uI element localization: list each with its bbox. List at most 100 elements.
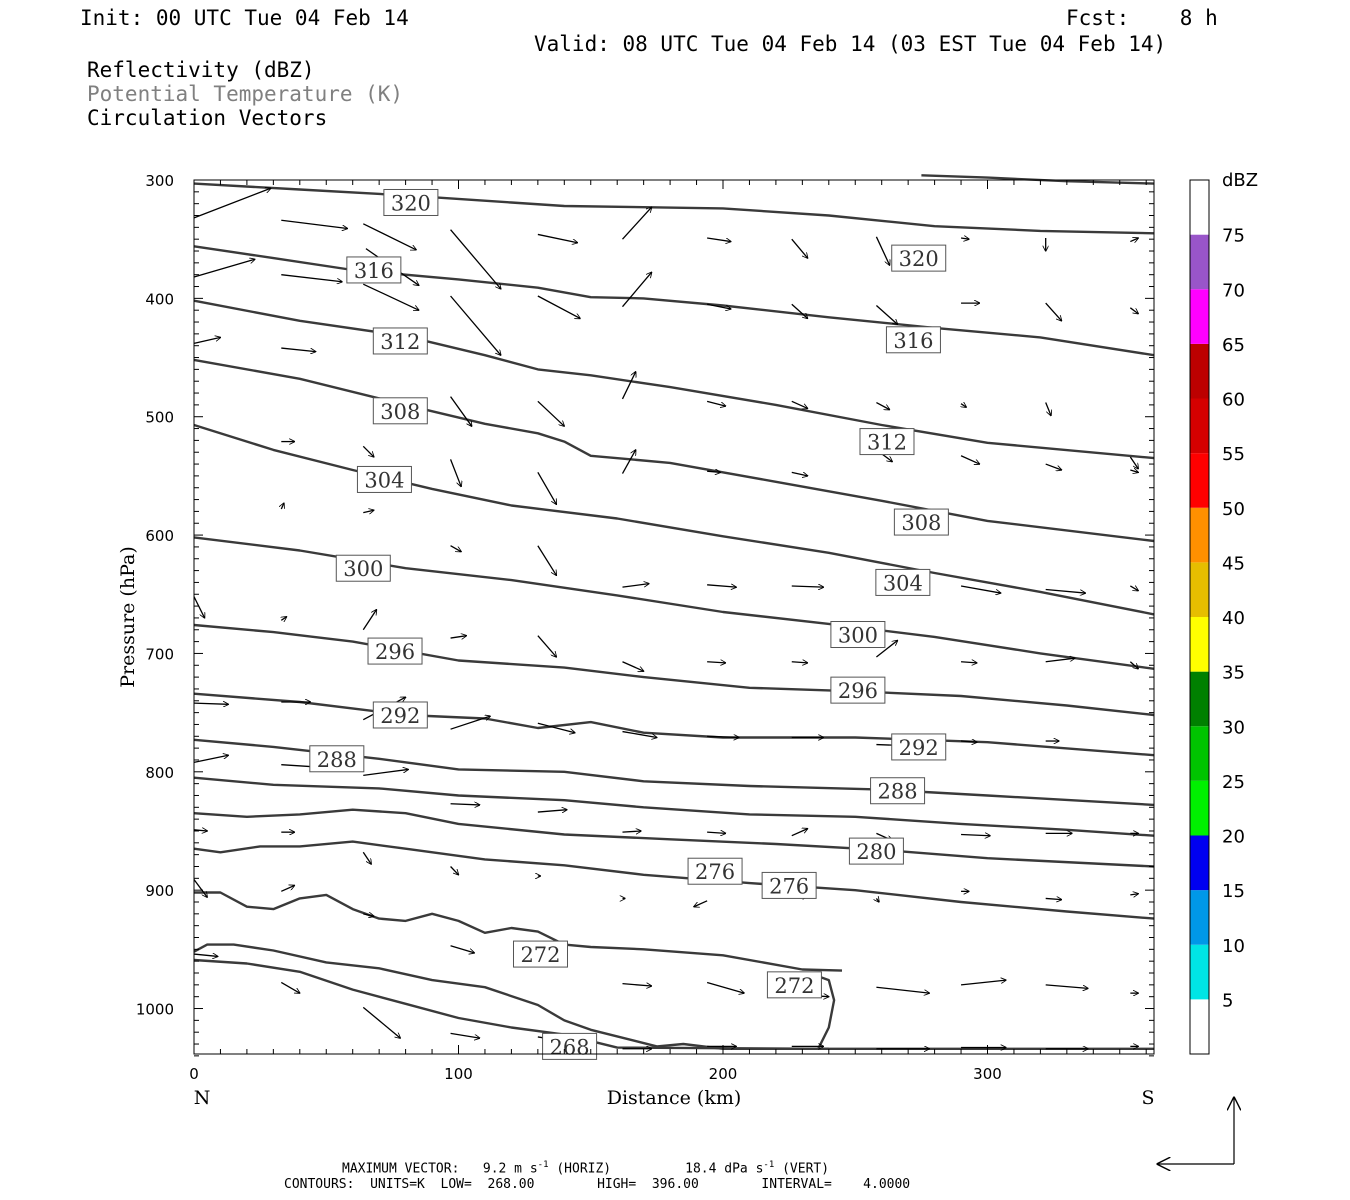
y-tick-label: 500 bbox=[145, 409, 174, 427]
contour-label-box bbox=[893, 508, 949, 536]
colorbar-label: 50 bbox=[1222, 499, 1245, 520]
north-label: N bbox=[194, 1087, 211, 1109]
wind-vector bbox=[1130, 238, 1138, 242]
field-reflectivity: Reflectivity (dBZ) bbox=[87, 58, 315, 82]
y-axis-title: Pressure (hPa) bbox=[117, 546, 139, 688]
wind-vector bbox=[791, 471, 808, 476]
wind-vector bbox=[193, 954, 218, 956]
max-vector-vert: 18.4 dPa s bbox=[685, 1161, 764, 1177]
colorbar-label: 70 bbox=[1222, 280, 1245, 301]
wind-vector bbox=[707, 237, 731, 242]
contour-label: 304 bbox=[356, 465, 412, 493]
contour-label-text: 268 bbox=[550, 1035, 590, 1059]
contour-label-box bbox=[356, 465, 412, 493]
wind-vector bbox=[622, 831, 641, 832]
wind-vector bbox=[1045, 402, 1051, 416]
wind-vector bbox=[791, 303, 808, 318]
contour-label: 312 bbox=[372, 327, 428, 355]
wind-vector bbox=[362, 223, 416, 250]
south-label: S bbox=[1141, 1087, 1154, 1109]
wind-vector bbox=[450, 636, 467, 638]
contour-label: 304 bbox=[875, 568, 931, 596]
wind-vector bbox=[450, 804, 480, 805]
contour-label-box bbox=[830, 676, 886, 704]
wind-vector bbox=[537, 722, 575, 732]
contour-label-box bbox=[309, 745, 365, 773]
contour-316-1 bbox=[193, 245, 1155, 357]
wind-vector bbox=[449, 459, 462, 486]
wind-vector bbox=[537, 545, 557, 576]
colorbar-swatch bbox=[1190, 343, 1209, 399]
wind-vector bbox=[621, 272, 651, 308]
contour-label: 296 bbox=[830, 676, 886, 704]
contour-272-15 bbox=[815, 974, 836, 1050]
contour-268-13 bbox=[193, 943, 1155, 1050]
wind-vector bbox=[450, 716, 491, 730]
wind-vector bbox=[450, 295, 501, 355]
colorbar-label: 45 bbox=[1222, 553, 1245, 574]
wind-vector bbox=[960, 980, 1006, 986]
colorbar-label: 5 bbox=[1222, 990, 1233, 1011]
wind-vector bbox=[1130, 894, 1138, 895]
colorbar-label: 15 bbox=[1222, 881, 1245, 902]
colorbar-swatch bbox=[1190, 562, 1209, 617]
y-tick-label: 900 bbox=[145, 882, 174, 900]
wind-vector bbox=[875, 236, 889, 265]
wind-vector bbox=[281, 219, 347, 228]
wind-vector bbox=[537, 635, 557, 657]
colorbar-label: 35 bbox=[1222, 663, 1245, 684]
wind-vector bbox=[622, 730, 656, 738]
wind-vector bbox=[362, 851, 371, 864]
colorbar-swatch bbox=[1190, 398, 1209, 454]
wind-vector bbox=[450, 545, 462, 552]
contour-label-text: 300 bbox=[343, 557, 383, 581]
colorbar-label: 40 bbox=[1222, 608, 1245, 629]
colorbar-swatch bbox=[1190, 944, 1209, 1000]
contour-label-box bbox=[875, 568, 931, 596]
contour-284-9 bbox=[193, 776, 1155, 837]
wind-vector bbox=[363, 283, 419, 310]
contour-label-box bbox=[885, 326, 941, 354]
contour-label: 300 bbox=[830, 621, 886, 649]
colorbar-swatch bbox=[1190, 234, 1209, 290]
reference-vector bbox=[1158, 1098, 1234, 1164]
wind-vector bbox=[961, 835, 990, 836]
contour-272-12 bbox=[194, 891, 843, 972]
contour-label-box bbox=[830, 621, 886, 649]
contour-label-text: 308 bbox=[380, 400, 420, 424]
colorbar-swatch bbox=[1190, 671, 1209, 727]
colorbar-label: 20 bbox=[1222, 827, 1245, 848]
max-vector-horiz: MAXIMUM VECTOR: 9.2 m s bbox=[342, 1161, 538, 1177]
colorbar-label: 10 bbox=[1222, 936, 1245, 957]
colorbar-label: 30 bbox=[1222, 717, 1245, 738]
wind-vector bbox=[707, 585, 736, 587]
wind-vector bbox=[362, 610, 376, 631]
colorbar-swatch bbox=[1190, 507, 1209, 563]
wind-vector bbox=[450, 229, 501, 289]
contour-label-box bbox=[891, 733, 947, 761]
contour-label-text: 316 bbox=[893, 329, 933, 353]
contour-label: 320 bbox=[383, 188, 439, 216]
contour-label-text: 280 bbox=[856, 840, 896, 864]
wind-vector bbox=[450, 866, 459, 874]
wind-vector bbox=[363, 769, 408, 776]
contour-label: 316 bbox=[346, 256, 402, 284]
wind-vector bbox=[537, 233, 578, 242]
contour-label: 280 bbox=[848, 837, 904, 865]
x-tick-label: 0 bbox=[189, 1065, 199, 1083]
unit-exponent-vert: -1 bbox=[763, 1160, 775, 1170]
max-vector-line: MAXIMUM VECTOR: 9.2 m s-1 (HORIZ) 18.4 dP… bbox=[342, 1157, 829, 1177]
wind-vector bbox=[876, 898, 879, 902]
wind-vector bbox=[622, 584, 648, 588]
wind-vector bbox=[1130, 470, 1138, 472]
plot-frame bbox=[193, 179, 1155, 1055]
contour-label-box bbox=[542, 1032, 598, 1060]
wind-vector bbox=[450, 945, 475, 953]
contour-label: 308 bbox=[893, 508, 949, 536]
colorbar-swatch bbox=[1190, 180, 1209, 235]
wind-vector bbox=[537, 400, 564, 426]
wind-vector bbox=[450, 1032, 480, 1038]
contour-label-box bbox=[372, 701, 428, 729]
contour-label: 308 bbox=[372, 397, 428, 425]
contour-label-text: 292 bbox=[899, 736, 939, 760]
